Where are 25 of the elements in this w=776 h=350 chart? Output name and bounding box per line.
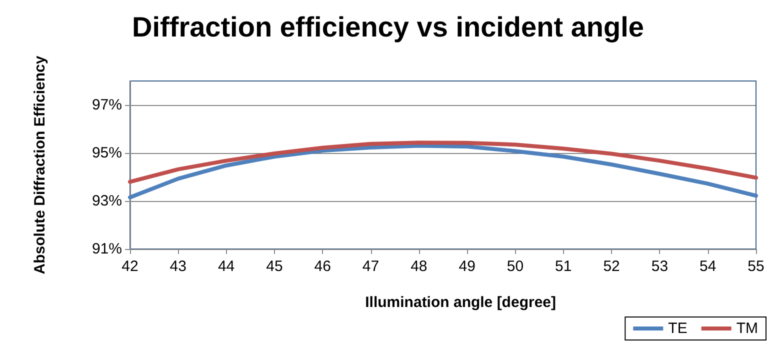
x-tick-label: 49: [458, 258, 476, 275]
y-tick-label: 97%: [92, 96, 122, 114]
y-axis-title: Absolute Diffraction Efficiency: [32, 55, 48, 274]
legend-label: TE: [668, 320, 688, 337]
x-tick-label: 51: [555, 258, 572, 275]
chart-title: Diffraction efficiency vs incident angle: [132, 12, 644, 42]
x-tick-label: 44: [218, 258, 235, 275]
x-tick-label: 43: [170, 258, 186, 275]
x-tick-label: 55: [748, 258, 764, 275]
x-tick-label: 45: [266, 258, 283, 275]
line-series: [128, 140, 758, 184]
x-tick-label: 52: [603, 258, 620, 275]
x-tick-label: 54: [700, 258, 716, 275]
x-tick-label: 48: [410, 258, 428, 275]
x-axis-title: Illumination angle [degree]: [365, 294, 556, 311]
x-tick-label: 50: [506, 258, 524, 275]
legend-label: TM: [736, 320, 758, 337]
x-tick-label: 47: [362, 258, 380, 275]
y-tick-label: 95%: [92, 144, 122, 162]
x-tick-label: 46: [314, 258, 331, 275]
x-tick-label: 42: [122, 258, 138, 275]
line-series: [128, 144, 758, 200]
y-tick-label: 91%: [92, 240, 122, 258]
y-tick-label: 93%: [92, 192, 122, 210]
x-tick-label: 53: [651, 258, 668, 275]
